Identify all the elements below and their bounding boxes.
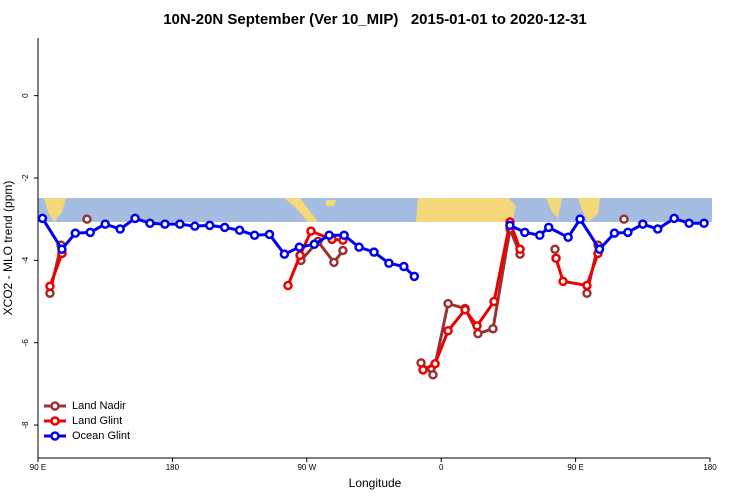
point xyxy=(338,245,348,256)
y-tick-label: -8 xyxy=(21,421,30,429)
land xyxy=(578,198,600,222)
land xyxy=(44,198,66,222)
point xyxy=(369,247,379,257)
point xyxy=(623,227,633,238)
point xyxy=(699,218,709,229)
land xyxy=(416,198,516,222)
point xyxy=(575,214,585,224)
point xyxy=(295,250,305,261)
legend-label: Land Nadir xyxy=(72,400,126,412)
y-tick-label: 0 xyxy=(21,93,30,98)
point xyxy=(543,222,554,233)
series-line xyxy=(41,216,705,278)
x-tick-label: 90 E xyxy=(567,463,583,472)
point xyxy=(652,224,663,234)
legend-label: Ocean Glint xyxy=(72,430,130,442)
x-tick-label: 90 W xyxy=(297,463,316,472)
x-tick-label: 180 xyxy=(703,463,717,472)
x-tick-label: 180 xyxy=(166,463,180,472)
point xyxy=(558,276,568,287)
point xyxy=(472,321,482,331)
point xyxy=(443,298,453,309)
point xyxy=(619,214,629,224)
point xyxy=(324,230,334,240)
point xyxy=(594,244,605,254)
point xyxy=(418,365,428,375)
point xyxy=(234,225,245,236)
point xyxy=(100,219,110,229)
point xyxy=(70,228,81,238)
point xyxy=(515,244,525,254)
point xyxy=(520,227,530,238)
point xyxy=(399,261,409,272)
chart-title: 10N-20N September (Ver 10_MIP) 2015-01-0… xyxy=(163,11,587,28)
x-tick-label: 90 E xyxy=(30,463,46,472)
ocean-band xyxy=(38,198,712,222)
point xyxy=(306,226,316,236)
point xyxy=(582,288,592,299)
point xyxy=(329,257,339,268)
point xyxy=(460,305,470,315)
x-axis-label: Longitude xyxy=(349,476,402,490)
point xyxy=(582,280,592,291)
point xyxy=(82,214,92,224)
point xyxy=(175,219,185,229)
point xyxy=(638,219,648,229)
point xyxy=(430,358,440,369)
point xyxy=(609,228,620,238)
point xyxy=(550,244,560,254)
point xyxy=(219,222,230,233)
point xyxy=(669,213,679,224)
legend-marker xyxy=(50,416,60,426)
point xyxy=(204,220,215,231)
point xyxy=(563,232,573,243)
y-tick-label: -2 xyxy=(21,174,30,182)
point xyxy=(279,249,290,259)
y-tick-label: -4 xyxy=(21,256,30,264)
point xyxy=(473,328,483,339)
legend-marker xyxy=(50,431,60,441)
land xyxy=(546,198,562,218)
y-axis-label: XCO2 - MLO trend (ppm) xyxy=(1,181,15,316)
point xyxy=(488,323,498,334)
point xyxy=(37,213,48,224)
point xyxy=(489,296,499,307)
point xyxy=(160,219,170,229)
point xyxy=(428,370,438,380)
series-line xyxy=(50,219,624,375)
point xyxy=(264,229,275,240)
point xyxy=(551,253,561,264)
legend-label: Land Glint xyxy=(72,415,122,427)
legend-marker xyxy=(50,401,60,411)
y-tick-label: -6 xyxy=(21,339,30,347)
point xyxy=(384,258,394,268)
point xyxy=(354,242,364,252)
x-tick-label: 0 xyxy=(439,463,444,472)
point xyxy=(409,271,420,282)
point xyxy=(535,230,545,240)
point xyxy=(130,213,140,224)
point xyxy=(283,280,293,291)
land xyxy=(284,198,318,222)
point xyxy=(57,244,67,254)
point xyxy=(309,239,320,250)
point xyxy=(684,218,694,229)
point xyxy=(85,227,96,238)
point xyxy=(115,224,125,234)
point xyxy=(45,281,55,292)
land xyxy=(326,200,336,206)
point xyxy=(505,220,515,231)
point xyxy=(294,242,305,252)
point xyxy=(190,221,200,231)
map-strip xyxy=(38,198,712,222)
point xyxy=(339,230,349,240)
point xyxy=(443,326,453,336)
point xyxy=(249,230,260,240)
point xyxy=(145,218,155,229)
